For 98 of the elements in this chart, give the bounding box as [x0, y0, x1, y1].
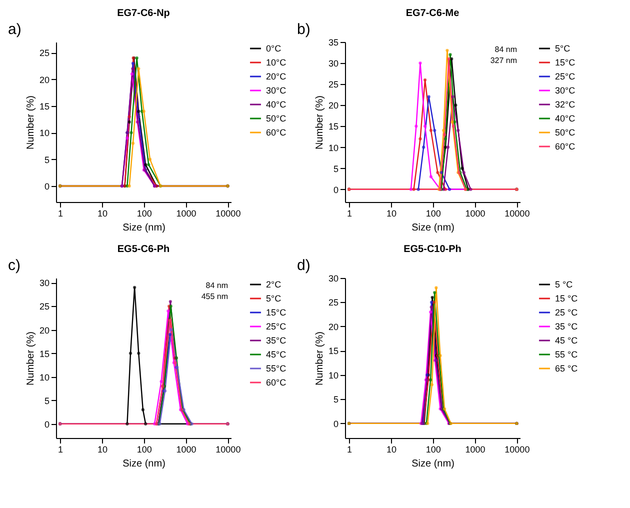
legend-label: 45°C	[266, 350, 287, 360]
annotation: 455 nm	[201, 292, 228, 301]
legend-label: 30°C	[266, 86, 287, 96]
y-tick-label: 5	[333, 164, 338, 174]
y-tick-label: 15	[328, 346, 338, 356]
y-axis-title: Number (%)	[25, 332, 36, 386]
legend-label: 15°C	[555, 58, 576, 68]
x-tick-label: 10	[97, 444, 108, 454]
legend-label: 2°C	[266, 280, 282, 290]
chart-title: EG7-C6-Me	[406, 8, 460, 19]
y-tick-label: 25	[328, 80, 338, 90]
chart-title: EG7-C6-Np	[117, 8, 170, 19]
x-tick-label: 100	[426, 444, 441, 454]
y-tick-label: 0	[333, 418, 338, 429]
x-tick-label: 100	[136, 208, 152, 218]
y-tick-label: 0	[44, 182, 50, 192]
annotation: 84 nm	[494, 45, 518, 54]
x-tick-label: 10	[386, 444, 396, 454]
legend-label: 35°C	[266, 336, 287, 346]
x-tick-label: 10	[97, 208, 108, 218]
y-tick-label: 10	[39, 372, 50, 382]
text: b)	[297, 21, 310, 38]
y-axis-title: Number (%)	[314, 96, 326, 150]
legend-label: 15 °C	[555, 294, 578, 304]
legend-label: 5 °C	[555, 280, 574, 290]
legend-label: 55°C	[266, 364, 287, 374]
y-tick-label: 25	[328, 298, 338, 308]
legend-label: 40°C	[555, 114, 576, 124]
legend-label: 65 °C	[555, 364, 578, 374]
legend-label: 40°C	[266, 100, 287, 110]
x-tick-label: 100	[136, 444, 152, 454]
y-tick-label: 25	[39, 302, 50, 312]
legend-label: 5°C	[555, 44, 571, 54]
x-tick-label: 1000	[465, 208, 486, 218]
x-tick-label: 10	[386, 208, 396, 218]
legend-label: 0°C	[266, 44, 282, 54]
x-tick-label: 10000	[216, 444, 241, 454]
annotation: 327 nm	[490, 56, 518, 65]
y-tick-label: 20	[328, 100, 338, 111]
y-tick-label: 35	[328, 38, 338, 48]
y-tick-label: 0	[333, 184, 338, 195]
x-tick-label: 100	[426, 208, 441, 218]
y-tick-label: 20	[39, 325, 50, 336]
y-tick-label: 30	[328, 58, 338, 69]
y-tick-label: 20	[328, 322, 338, 332]
legend-label: 45 °C	[555, 336, 578, 346]
y-tick-label: 25	[39, 48, 50, 58]
x-axis-title: Size (nm)	[412, 222, 454, 234]
x-axis-title: Size (nm)	[412, 458, 454, 470]
y-tick-label: 15	[39, 102, 50, 112]
y-tick-label: 5	[333, 394, 338, 405]
annotation: 84 nm	[206, 281, 228, 290]
y-tick-label: 5	[44, 154, 50, 165]
legend-label: 25°C	[266, 322, 287, 332]
legend-label: 60°C	[266, 128, 287, 138]
y-tick-label: 10	[39, 128, 50, 138]
y-tick-label: 0	[44, 419, 50, 430]
legend-label: 32°C	[555, 100, 576, 110]
legend-label: 20°C	[266, 72, 287, 82]
text: c)	[8, 257, 20, 274]
x-tick-label: 10000	[504, 444, 530, 454]
text: a)	[8, 21, 22, 38]
y-tick-label: 10	[328, 370, 338, 380]
legend-label: 60°C	[266, 378, 287, 388]
x-axis-title: Size (nm)	[122, 458, 166, 470]
legend-label: 35 °C	[555, 322, 578, 332]
y-tick-label: 10	[328, 142, 338, 153]
legend-label: 25 °C	[555, 308, 578, 318]
x-tick-label: 1	[58, 444, 64, 454]
legend-label: 30°C	[555, 86, 576, 96]
legend-label: 25°C	[555, 72, 576, 82]
y-tick-label: 15	[328, 122, 338, 132]
legend-label: 15°C	[266, 308, 287, 318]
legend-label: 50°C	[555, 128, 576, 138]
x-tick-label: 10000	[504, 208, 530, 218]
x-tick-label: 10000	[216, 208, 241, 218]
y-tick-label: 20	[39, 74, 50, 85]
x-axis-title: Size (nm)	[122, 222, 166, 234]
y-tick-label: 30	[328, 274, 338, 284]
legend-label: 55 °C	[555, 350, 578, 360]
x-tick-label: 1	[347, 208, 352, 218]
chart-title: EG5-C6-Ph	[117, 244, 170, 255]
y-tick-label: 5	[44, 396, 50, 406]
y-tick-label: 30	[39, 278, 50, 288]
x-tick-label: 1000	[465, 444, 486, 454]
x-tick-label: 1000	[176, 444, 196, 454]
legend-label: 60°C	[555, 142, 576, 152]
chart-title: EG5-C10-Ph	[404, 244, 462, 255]
y-axis-title: Number (%)	[314, 332, 326, 386]
legend-label: 5°C	[266, 294, 282, 304]
text: d)	[297, 257, 310, 274]
legend-label: 10°C	[266, 58, 287, 68]
y-tick-label: 15	[39, 348, 50, 359]
legend-label: 50°C	[266, 114, 287, 124]
x-tick-label: 1	[347, 444, 352, 454]
x-tick-label: 1	[58, 208, 64, 218]
x-tick-label: 1000	[176, 208, 196, 218]
y-axis-title: Number (%)	[25, 96, 36, 150]
